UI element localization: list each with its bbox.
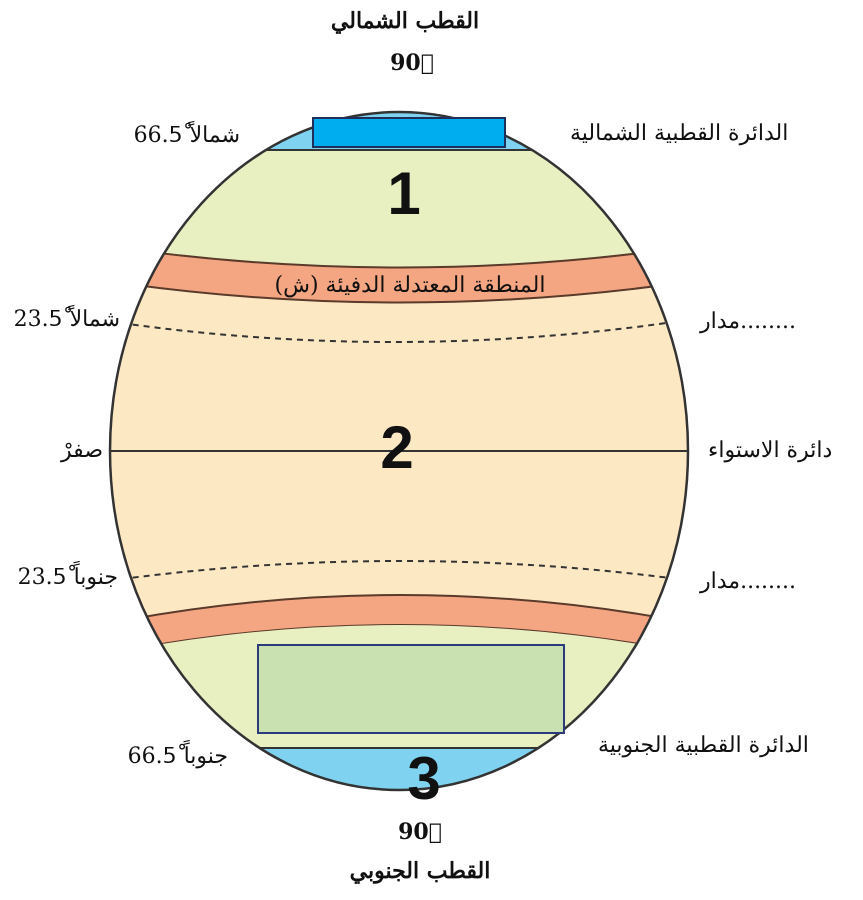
north-box bbox=[312, 117, 506, 148]
zone-number: 3 bbox=[407, 745, 440, 812]
line-name: الدائرة القطبية الشمالية bbox=[570, 121, 788, 146]
globe-outline bbox=[108, 110, 690, 792]
latitude-label: صفرْ bbox=[60, 438, 103, 463]
pole-name: القطب الشمالي bbox=[331, 8, 479, 34]
zone-number: 2 bbox=[380, 414, 413, 481]
latitude-label: 23.5ْ جنوباً bbox=[18, 560, 118, 590]
south-box bbox=[257, 644, 565, 734]
line-name: مدار........ bbox=[699, 569, 796, 594]
latitude-label: 66.5ْ شمالاً bbox=[134, 120, 240, 148]
north-cold-zone bbox=[110, 150, 688, 268]
zone-number: 1 bbox=[387, 160, 420, 227]
tropic-north bbox=[110, 317, 688, 344]
tropic-south bbox=[110, 560, 688, 583]
latitude-label: 23.5ْ شمالاً bbox=[14, 304, 120, 332]
line-name: مدار........ bbox=[699, 309, 796, 334]
north-temperate-band bbox=[110, 243, 688, 304]
pole-name: القطب الجنوبي bbox=[350, 858, 491, 884]
latitude-label: 66.5ْ جنوباً bbox=[128, 739, 228, 769]
line-name: الدائرة القطبية الجنوبية bbox=[598, 733, 809, 758]
pole-degree: 90ْ bbox=[390, 50, 434, 76]
pole-degree: 90ْ bbox=[398, 819, 442, 845]
band-label: المنطقة المعتدلة الدفيئة (ش) bbox=[275, 273, 546, 298]
line-name: دائرة الاستواء bbox=[708, 438, 832, 463]
